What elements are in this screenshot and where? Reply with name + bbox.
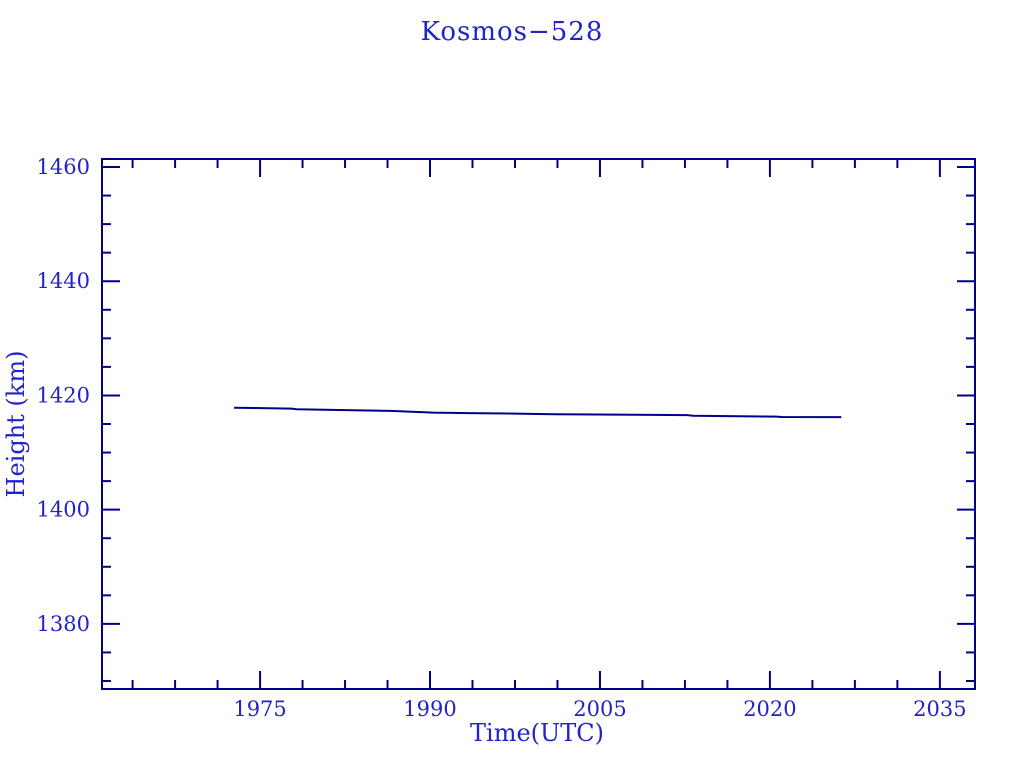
y-axis-ticks xyxy=(102,165,975,683)
x-tick-label: 2020 xyxy=(743,697,796,721)
y-axis-tick-labels: 1380 1400 1420 1440 1460 xyxy=(37,155,90,636)
x-axis-tick-labels: 1975 1990 2005 2020 2035 xyxy=(233,697,966,721)
plot-frame xyxy=(101,158,976,690)
x-tick-label: 1975 xyxy=(233,697,286,721)
y-tick-label: 1440 xyxy=(37,269,90,293)
chart-title: Kosmos−528 xyxy=(421,17,604,47)
x-tick-label: 2005 xyxy=(573,697,626,721)
x-tick-label: 1990 xyxy=(403,697,456,721)
y-tick-label: 1460 xyxy=(37,155,90,179)
data-line-height-km xyxy=(233,406,842,419)
x-axis-ticks xyxy=(131,159,941,689)
data-series xyxy=(233,406,842,419)
x-axis-label: Time(UTC) xyxy=(470,719,604,747)
y-tick-label: 1400 xyxy=(37,498,90,522)
plot-border xyxy=(101,158,976,690)
x-tick-label: 2035 xyxy=(913,697,966,721)
y-tick-label: 1420 xyxy=(37,383,90,407)
y-tick-label: 1380 xyxy=(37,612,90,636)
y-axis-label: Height (km) xyxy=(2,351,30,498)
